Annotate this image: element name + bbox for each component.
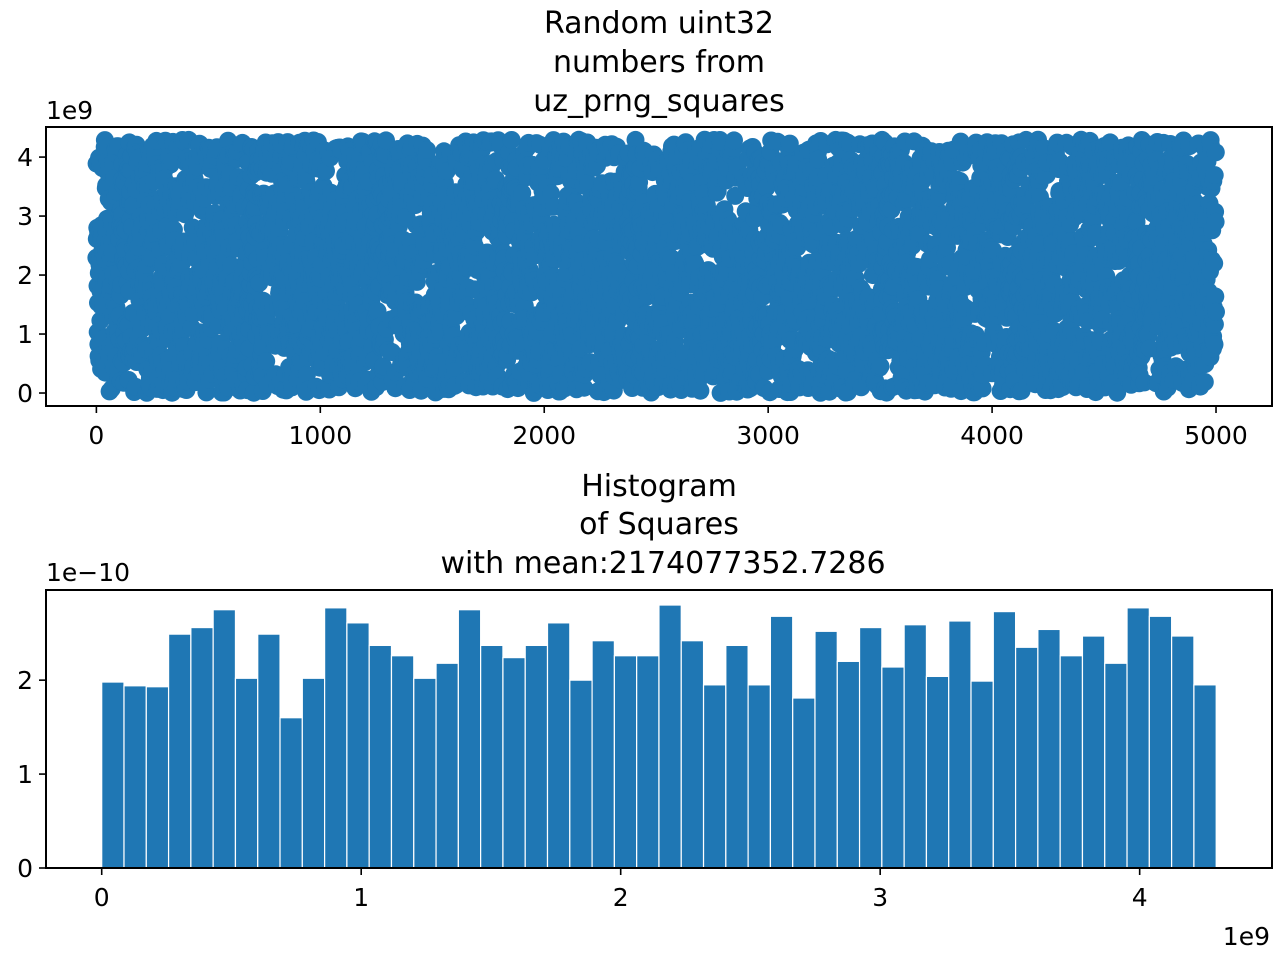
scatter-point (368, 302, 387, 321)
scatter-point (257, 352, 276, 371)
scatter-point (418, 141, 436, 159)
scatter-title-line-1: Random uint32 (544, 6, 774, 41)
scatter-title-line-2: numbers from (553, 45, 765, 80)
scatter-y-offset-label: 1e9 (46, 96, 93, 125)
scatter-points (87, 130, 1225, 402)
scatter-title-line-3: uz_prng_squares (533, 84, 785, 119)
scatter-point (871, 357, 890, 376)
scatter-point (691, 381, 710, 400)
scatter-point (1205, 335, 1224, 354)
scatter-point (1205, 254, 1224, 273)
scatter-point (447, 307, 466, 325)
scatter-point (162, 152, 181, 171)
scatter-subplot: Random uint32 numbers from uz_prng_squar… (17, 6, 1273, 450)
scatter-point (1195, 373, 1214, 391)
scatter-point (513, 184, 532, 202)
scatter-point (725, 131, 743, 150)
scatter-point (176, 205, 195, 224)
scatter-point (502, 131, 521, 149)
